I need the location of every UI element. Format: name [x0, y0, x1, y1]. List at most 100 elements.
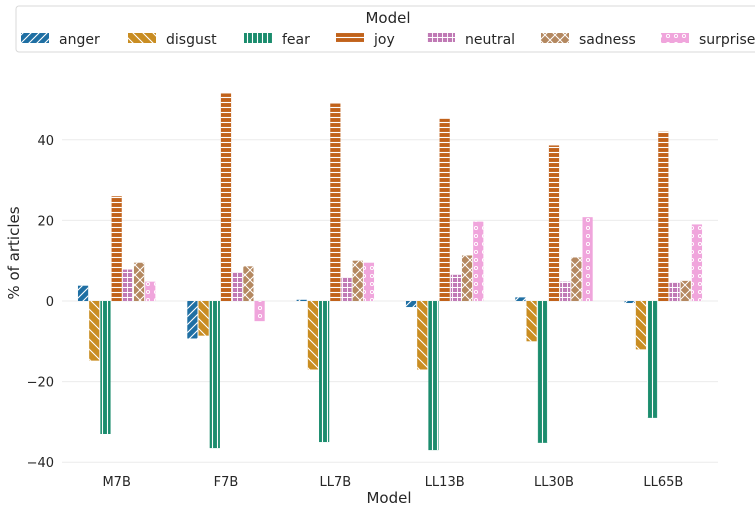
- bar-disgust-ll13b: [417, 301, 428, 370]
- gridlines: [62, 139, 718, 463]
- bar-hatch: [450, 274, 461, 301]
- legend-item-sadness: sadness: [541, 32, 636, 48]
- bar-sadness-ll30b: [571, 257, 582, 301]
- bar-anger-ll30b: [515, 297, 526, 301]
- y-axis-label: % of articles: [5, 206, 23, 299]
- legend-box: [15, 5, 755, 53]
- legend-label: disgust: [166, 32, 217, 48]
- bar-hatch: [220, 93, 232, 301]
- y-tick-label: 40: [37, 134, 54, 149]
- bar-fear-m7b: [100, 301, 111, 434]
- bar-surprise-ll65b: [691, 224, 703, 301]
- x-tick-label: LL30B: [534, 475, 574, 490]
- bar-hatch: [439, 118, 450, 302]
- y-tick-label: 0: [46, 295, 54, 310]
- bar-neutral-ll65b: [669, 282, 680, 301]
- bar-neutral-m7b: [122, 269, 133, 301]
- x-axis-label: Model: [366, 489, 411, 506]
- bar-hatch: [319, 301, 330, 443]
- bar-joy-ll30b: [548, 145, 560, 301]
- legend-swatch-hatch: [427, 33, 455, 43]
- legend-swatch-hatch: [244, 33, 272, 43]
- legend-item-disgust: disgust: [128, 32, 217, 48]
- bar-hatch: [461, 255, 473, 301]
- bar-hatch: [571, 257, 582, 301]
- bars: [77, 93, 703, 451]
- legend-swatch-hatch: [336, 33, 364, 43]
- bar-sadness-m7b: [133, 262, 145, 301]
- bar-surprise-ll13b: [473, 221, 484, 301]
- bar-joy-f7b: [220, 93, 232, 301]
- bar-fear-f7b: [209, 301, 220, 449]
- bar-joy-m7b: [111, 196, 122, 301]
- bar-hatch: [680, 280, 691, 301]
- bar-hatch: [473, 221, 484, 301]
- bar-hatch: [209, 301, 220, 449]
- legend-label: joy: [373, 32, 395, 48]
- y-tick-label: 20: [37, 214, 54, 229]
- bar-fear-ll13b: [428, 301, 439, 451]
- bar-hatch: [582, 217, 593, 301]
- bar-anger-f7b: [187, 301, 198, 339]
- bar-hatch: [635, 301, 647, 350]
- bar-hatch: [341, 277, 352, 301]
- bar-hatch: [363, 262, 375, 301]
- bar-hatch: [526, 301, 537, 342]
- y-tick-labels: −40 −20 0 20 40: [27, 134, 54, 471]
- legend-item-surprise: surprise: [661, 32, 755, 48]
- bar-sadness-f7b: [243, 266, 254, 301]
- bar-hatch: [624, 301, 635, 304]
- x-tick-label: LL13B: [425, 475, 465, 490]
- legend: Model anger disgust fear joy neutral sadness s…: [15, 5, 755, 53]
- bar-joy-ll7b: [330, 103, 341, 301]
- bar-hatch: [254, 301, 265, 322]
- bar-hatch: [133, 262, 145, 301]
- bar-hatch: [515, 297, 526, 301]
- bar-joy-ll13b: [439, 118, 450, 302]
- bar-anger-ll65b: [624, 301, 635, 304]
- legend-swatch-hatch: [541, 33, 569, 43]
- legend-label: surprise: [699, 32, 755, 48]
- bar-surprise-f7b: [254, 301, 265, 322]
- legend-title: Model: [365, 9, 410, 27]
- bar-hatch: [560, 281, 571, 301]
- bar-hatch: [307, 301, 319, 370]
- bar-neutral-ll30b: [560, 281, 571, 301]
- x-tick-label: F7B: [214, 475, 239, 490]
- x-tick-label: LL7B: [319, 475, 351, 490]
- bar-disgust-m7b: [89, 301, 100, 361]
- bar-anger-ll7b: [296, 299, 307, 301]
- bar-hatch: [428, 301, 439, 451]
- bar-hatch: [77, 285, 89, 301]
- legend-item-anger: anger: [21, 32, 100, 48]
- bar-hatch: [548, 145, 560, 301]
- legend-item-joy: joy: [336, 32, 395, 48]
- bar-hatch: [647, 301, 658, 418]
- y-tick-label: −40: [27, 456, 54, 471]
- bar-hatch: [89, 301, 100, 361]
- bar-hatch: [405, 301, 417, 308]
- bar-disgust-ll7b: [307, 301, 319, 370]
- x-tick-label: M7B: [102, 475, 130, 490]
- bar-surprise-m7b: [145, 281, 156, 301]
- legend-item-fear: fear: [244, 32, 310, 48]
- bar-hatch: [691, 224, 703, 301]
- bar-hatch: [537, 301, 548, 443]
- bar-hatch: [100, 301, 111, 434]
- bar-neutral-f7b: [232, 272, 243, 301]
- bar-fear-ll7b: [319, 301, 330, 443]
- bar-fear-ll65b: [647, 301, 658, 418]
- bar-joy-ll65b: [658, 131, 669, 301]
- bar-anger-m7b: [77, 285, 89, 301]
- bar-hatch: [122, 269, 133, 301]
- x-tick-label: LL65B: [643, 475, 683, 490]
- bar-sadness-ll13b: [461, 255, 473, 301]
- legend-label: sadness: [579, 32, 636, 48]
- bar-disgust-ll65b: [635, 301, 647, 350]
- bar-hatch: [417, 301, 428, 370]
- bar-neutral-ll7b: [341, 277, 352, 301]
- bar-hatch: [296, 299, 307, 301]
- x-tick-labels: M7B F7B LL7B LL13B LL30B LL65B: [102, 475, 683, 490]
- legend-swatch-hatch: [661, 33, 689, 43]
